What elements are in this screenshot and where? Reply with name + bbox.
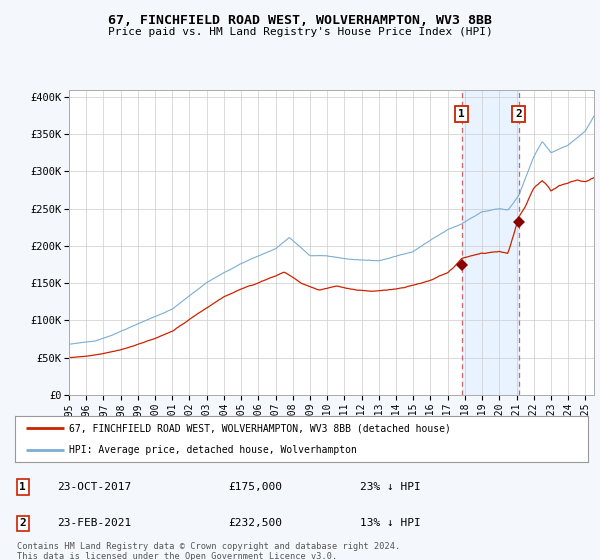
Text: 23% ↓ HPI: 23% ↓ HPI <box>360 482 421 492</box>
Text: 67, FINCHFIELD ROAD WEST, WOLVERHAMPTON, WV3 8BB (detached house): 67, FINCHFIELD ROAD WEST, WOLVERHAMPTON,… <box>70 423 451 433</box>
Text: 2: 2 <box>19 519 26 528</box>
Text: Contains HM Land Registry data © Crown copyright and database right 2024.
This d: Contains HM Land Registry data © Crown c… <box>17 542 400 560</box>
Text: 2: 2 <box>515 109 522 119</box>
Text: HPI: Average price, detached house, Wolverhampton: HPI: Average price, detached house, Wolv… <box>70 445 358 455</box>
Text: 1: 1 <box>458 109 465 119</box>
Text: 13% ↓ HPI: 13% ↓ HPI <box>360 519 421 528</box>
Text: £175,000: £175,000 <box>228 482 282 492</box>
Bar <box>461 90 519 395</box>
Text: 23-FEB-2021: 23-FEB-2021 <box>57 519 131 528</box>
Text: 1: 1 <box>19 482 26 492</box>
Text: 23-OCT-2017: 23-OCT-2017 <box>57 482 131 492</box>
Text: £232,500: £232,500 <box>228 519 282 528</box>
Text: 67, FINCHFIELD ROAD WEST, WOLVERHAMPTON, WV3 8BB: 67, FINCHFIELD ROAD WEST, WOLVERHAMPTON,… <box>108 14 492 27</box>
Text: Price paid vs. HM Land Registry's House Price Index (HPI): Price paid vs. HM Land Registry's House … <box>107 27 493 37</box>
